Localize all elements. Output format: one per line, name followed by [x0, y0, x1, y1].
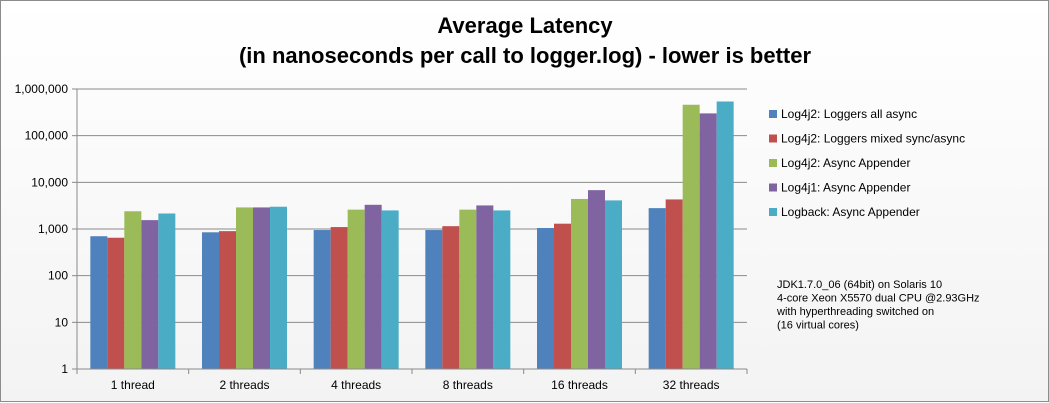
bar — [90, 236, 108, 369]
bar — [442, 226, 460, 369]
bar — [330, 227, 348, 369]
bar — [202, 232, 219, 369]
bar — [682, 104, 700, 369]
legend-swatch — [769, 134, 777, 143]
grid-lines — [77, 88, 747, 323]
legend-label: Log4j1: Async Appender — [781, 181, 910, 195]
bar — [219, 231, 236, 369]
bar — [124, 211, 142, 369]
bar — [381, 210, 399, 369]
note-line: with hyperthreading switched on — [776, 306, 934, 318]
bar — [605, 200, 622, 369]
bar — [648, 208, 666, 369]
note-line: 4-core Xeon X5570 dual CPU @2.93GHz — [777, 293, 980, 305]
legend-swatch — [769, 208, 777, 216]
bar — [347, 209, 365, 369]
bar — [141, 220, 159, 369]
legend: Log4j2: Loggers all async Log4j2: Loggers… — [769, 107, 965, 219]
bar — [537, 228, 554, 369]
bar — [716, 101, 734, 370]
x-tick-label: 8 threads — [443, 378, 493, 392]
bar — [253, 207, 270, 369]
axes: 1 10 100 1,000 10,000 100,000 1,000,000 1 threa… — [15, 82, 748, 392]
y-tick-label: 1,000 — [38, 222, 68, 236]
legend-label: Log4j2: Async Appender — [781, 156, 910, 170]
x-tick-label: 4 threads — [331, 378, 381, 392]
bar — [107, 237, 125, 369]
bar — [554, 223, 571, 369]
legend-label: Logback: Async Appender — [781, 205, 920, 219]
bar — [270, 206, 287, 369]
bar — [236, 207, 253, 369]
bar — [699, 113, 717, 370]
y-tick-label: 1,000,000 — [15, 82, 69, 96]
legend-swatch — [769, 159, 777, 167]
x-tick-label: 1 thread — [111, 378, 155, 392]
legend-swatch — [769, 183, 777, 192]
y-tick-label: 100,000 — [25, 129, 69, 143]
bar — [588, 190, 605, 369]
legend-label: Log4j2: Loggers mixed sync/async — [781, 132, 965, 146]
bar — [493, 210, 511, 369]
x-tick-label: 32 threads — [663, 378, 720, 392]
y-tick-label: 10,000 — [31, 175, 68, 189]
bar — [476, 205, 494, 369]
bar — [158, 213, 176, 369]
note-line: JDK1.7.0_06 (64bit) on Solaris 10 — [777, 279, 942, 291]
chart-title-line-2: (in nanoseconds per call to logger.log) … — [239, 43, 812, 68]
system-note: JDK1.7.0_06 (64bit) on Solaris 10 4-core … — [776, 279, 980, 332]
legend-label: Log4j2: Loggers all async — [781, 107, 917, 121]
bar — [459, 209, 477, 369]
x-tick-label: 16 threads — [551, 378, 608, 392]
bar — [665, 199, 683, 369]
bar — [313, 230, 331, 369]
bars — [90, 101, 734, 370]
bar — [571, 198, 588, 369]
y-tick-label: 100 — [48, 269, 68, 283]
bar — [364, 204, 382, 369]
y-tick-label: 10 — [55, 315, 69, 329]
bar — [425, 230, 443, 369]
legend-swatch — [769, 110, 777, 118]
x-tick-label: 2 threads — [219, 378, 269, 392]
note-line: (16 virtual cores) — [777, 320, 859, 332]
y-tick-label: 1 — [61, 362, 68, 376]
chart-title-line-1: Average Latency — [437, 13, 613, 38]
